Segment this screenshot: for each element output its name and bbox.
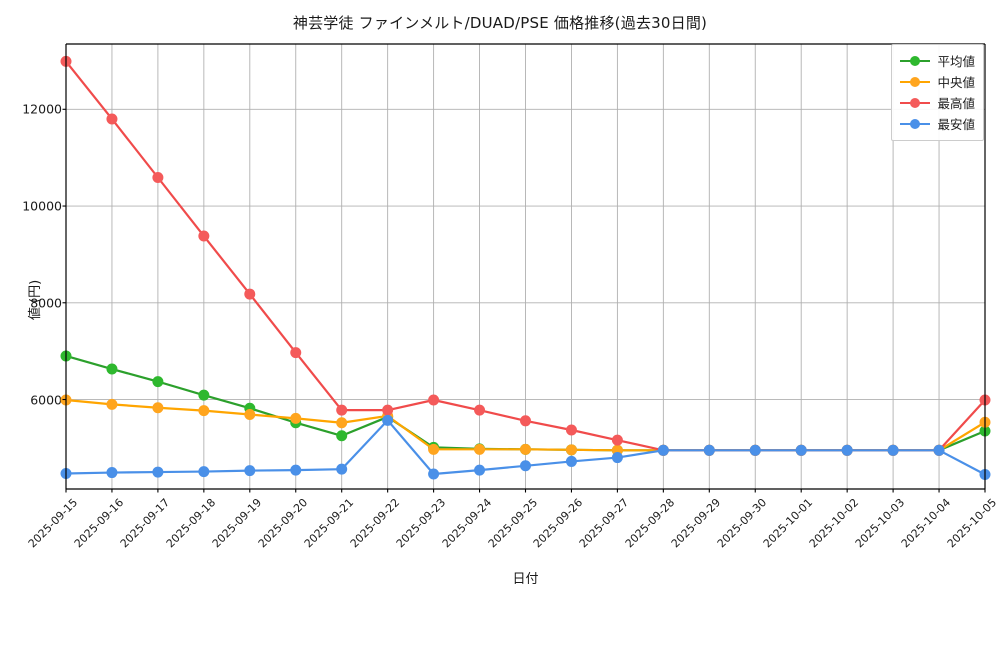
data-point xyxy=(152,172,164,183)
data-point xyxy=(428,468,440,480)
data-point xyxy=(336,463,348,475)
data-point xyxy=(565,444,577,456)
data-point xyxy=(198,405,210,417)
data-point xyxy=(474,404,486,416)
data-point xyxy=(887,444,899,456)
legend-item[interactable]: 平均値 xyxy=(900,50,975,71)
data-point xyxy=(703,444,715,456)
data-point xyxy=(106,398,118,410)
data-point xyxy=(795,444,807,456)
data-point xyxy=(106,363,118,375)
data-point xyxy=(152,466,164,478)
y-tick-label: 8000 xyxy=(30,295,62,311)
data-point xyxy=(336,430,348,442)
data-point xyxy=(474,443,486,455)
y-axis-tick-labels: 6000 8000 10000 12000 xyxy=(0,0,62,600)
chart-legend: 平均値中央値最高値最安値 xyxy=(891,44,984,141)
data-point xyxy=(749,444,761,456)
legend-item[interactable]: 中央値 xyxy=(900,71,975,92)
legend-label: 最高値 xyxy=(937,96,975,111)
series-3 xyxy=(60,414,991,480)
legend-swatch-icon xyxy=(900,117,931,131)
data-point xyxy=(474,464,486,476)
y-tick-label: 10000 xyxy=(22,198,62,214)
y-tick-label: 6000 xyxy=(30,392,62,408)
data-point xyxy=(657,444,669,456)
data-point xyxy=(428,443,440,455)
data-point xyxy=(152,376,164,388)
data-point xyxy=(611,452,623,464)
data-point xyxy=(106,113,118,125)
data-point xyxy=(933,444,945,456)
chart-title: 神芸学徒 ファインメルト/DUAD/PSE 価格推移(過去30日間) xyxy=(292,14,708,32)
legend-swatch-icon xyxy=(900,75,931,89)
data-point xyxy=(841,444,853,456)
data-point xyxy=(382,414,394,426)
data-point xyxy=(106,467,118,479)
data-point xyxy=(336,417,348,429)
data-point xyxy=(520,443,531,455)
data-point xyxy=(244,465,256,477)
plot-area xyxy=(60,43,991,493)
data-point xyxy=(244,409,256,421)
legend-swatch-icon xyxy=(900,54,931,68)
data-point xyxy=(198,466,210,478)
legend-label: 最安値 xyxy=(937,117,975,132)
data-point xyxy=(152,402,164,414)
data-point xyxy=(290,347,302,359)
data-point xyxy=(565,455,577,467)
data-point xyxy=(382,404,394,416)
data-point xyxy=(428,394,440,406)
legend-label: 中央値 xyxy=(937,75,975,90)
data-point xyxy=(198,389,210,401)
legend-swatch-icon xyxy=(900,96,931,110)
grid-lines xyxy=(65,44,986,489)
legend-item[interactable]: 最安値 xyxy=(900,113,975,134)
data-point xyxy=(198,230,210,242)
chart-figure: 神芸学徒 ファインメルト/DUAD/PSE 価格推移(過去30日間) 値 (円)… xyxy=(0,0,1000,600)
data-point xyxy=(520,460,531,472)
legend-item[interactable]: 最高値 xyxy=(900,92,975,113)
series-lines xyxy=(60,55,991,480)
data-point xyxy=(244,288,256,300)
data-point xyxy=(520,415,531,427)
data-point xyxy=(336,404,348,416)
data-point xyxy=(290,464,302,476)
axis-tick-marks xyxy=(62,108,986,493)
y-tick-label: 12000 xyxy=(22,101,62,117)
legend-label: 平均値 xyxy=(937,54,975,69)
data-point xyxy=(290,412,302,424)
data-point xyxy=(565,424,577,436)
data-point xyxy=(611,434,623,446)
x-axis-label: 日付 xyxy=(512,572,539,587)
